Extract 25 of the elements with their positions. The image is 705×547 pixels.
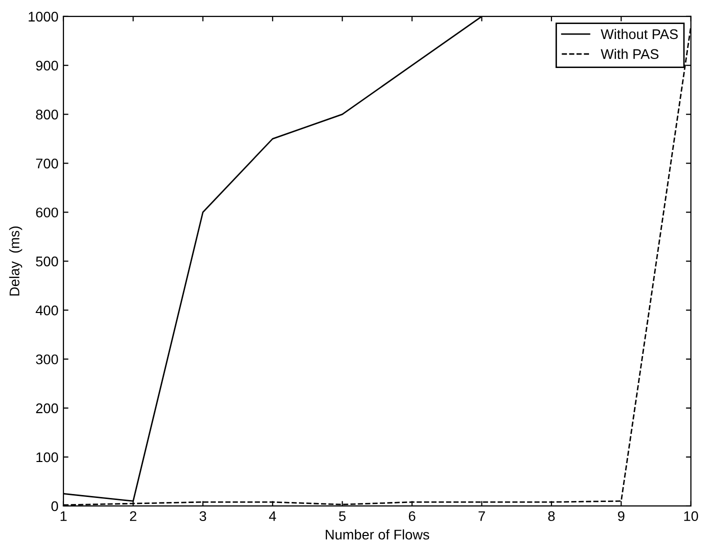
y-tick-label: 1000 [28, 12, 58, 22]
y-tick-label: 800 [36, 110, 58, 120]
x-tick-label: 1 [60, 511, 67, 521]
y-tick-label: 500 [36, 256, 58, 266]
x-tick-label: 10 [684, 511, 698, 522]
y-tick-label: 600 [36, 208, 58, 218]
y-tick-label: 700 [36, 158, 58, 168]
x-tick-label: 4 [269, 511, 276, 521]
x-tick-label: 2 [130, 511, 136, 521]
legend-label: Without PAS [600, 28, 678, 40]
x-tick-label: 8 [548, 511, 555, 522]
x-tick-label: 5 [339, 511, 346, 522]
legend-label: With PAS [600, 48, 658, 60]
y-tick-label: 200 [36, 403, 58, 414]
y-tick-label: 100 [36, 452, 58, 462]
y-tick-label: 0 [51, 501, 58, 512]
x-axis-title: Number of Flows [326, 529, 430, 540]
y-tick-label: 900 [36, 60, 58, 71]
y-tick-label: 400 [36, 305, 58, 316]
x-tick-label: 7 [478, 511, 485, 521]
x-tick-label: 9 [618, 511, 624, 522]
y-axis-title: Delay (ms) [9, 226, 22, 296]
y-tick-label: 300 [36, 354, 58, 364]
x-tick-label: 3 [200, 511, 206, 522]
x-tick-label: 6 [408, 511, 416, 522]
